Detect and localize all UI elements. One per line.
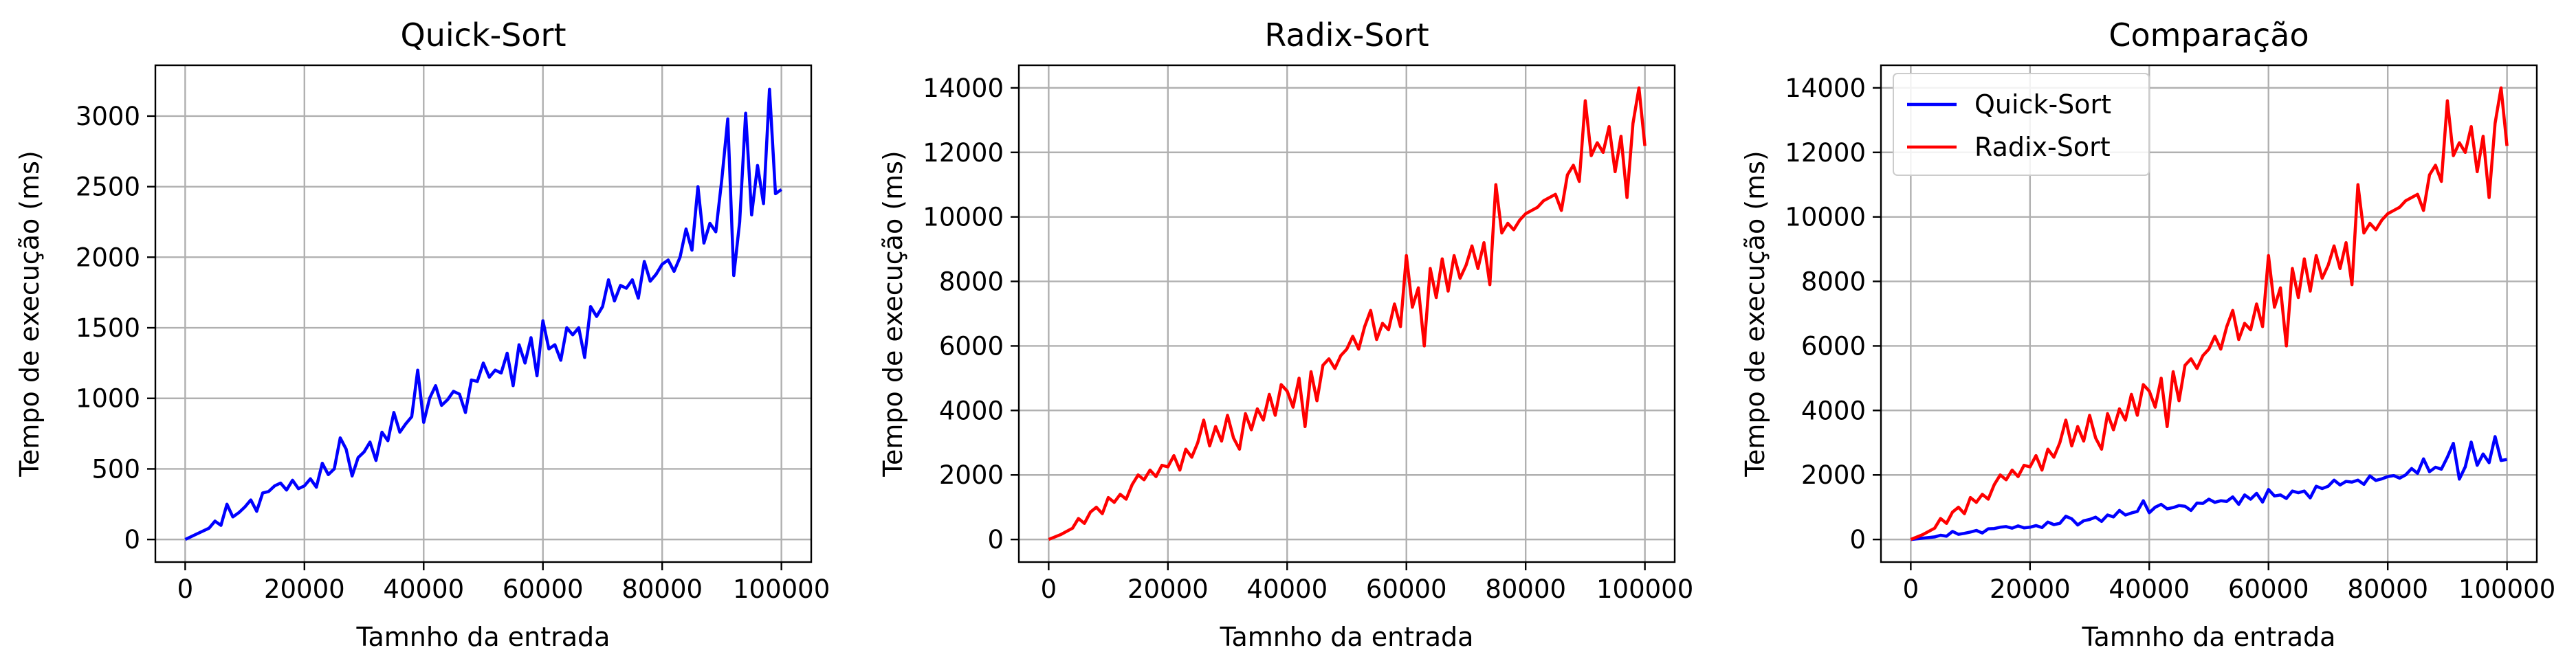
y-tick-label: 0: [1849, 525, 1866, 555]
series-line-data-1: [1048, 86, 1647, 541]
series-line-data-1: [184, 87, 782, 541]
x-tick-label: 0: [1903, 574, 1919, 604]
x-tick-label: 80000: [2347, 574, 2428, 604]
legend-label: Radix-Sort: [1974, 132, 2111, 162]
chart-title: Radix-Sort: [1264, 16, 1429, 54]
x-axis-label: Tamnho da entrada: [2082, 622, 2336, 652]
x-tick-label: 100000: [2458, 574, 2555, 604]
x-axis-label: Tamnho da entrada: [1220, 622, 1474, 652]
x-tick-label: 20000: [1990, 574, 2071, 604]
y-tick-label: 3000: [76, 102, 140, 131]
plot-frame: [1017, 64, 1676, 563]
x-tick-label: 40000: [2109, 574, 2190, 604]
x-tick-label: 60000: [1366, 574, 1447, 604]
y-tick-label: 2500: [76, 172, 140, 202]
y-tick-label: 4000: [1801, 396, 1866, 425]
plot-frame: [154, 64, 813, 563]
y-tick-label: 8000: [1801, 267, 1866, 297]
y-tick-label: 14000: [923, 74, 1004, 103]
x-tick-label: 60000: [2228, 574, 2309, 604]
y-tick-label: 0: [987, 525, 1004, 555]
chart-panel-2: 0 20000 40000 60000 80000 100000 0 2000 4000 6000…: [878, 16, 1693, 652]
y-tick-label: 500: [91, 454, 140, 484]
chart-title: Quick-Sort: [401, 16, 566, 54]
x-tick-label: 0: [1041, 574, 1057, 604]
x-tick-label: 20000: [264, 574, 345, 604]
y-tick-label: 1000: [76, 384, 140, 414]
plot-frame: [1880, 64, 2538, 563]
y-axis-label: Tempo de execução (ms): [878, 150, 908, 478]
x-tick-label: 60000: [503, 574, 584, 604]
x-axis-label: Tamnho da entrada: [356, 622, 610, 652]
chart-panel-1: 0 20000 40000 60000 80000 100000 0 500 1000 1500 2…: [14, 16, 830, 652]
y-tick-label: 8000: [939, 267, 1004, 297]
y-tick-label: 2000: [76, 243, 140, 272]
chart-panel-3: 0 20000 40000 60000 80000 100000 0 2000 4000 6000…: [1740, 16, 2555, 652]
y-axis-label: Tempo de execução (ms): [1740, 150, 1770, 478]
y-tick-label: 2000: [939, 460, 1004, 490]
legend: Quick-Sort Radix-Sort: [1893, 73, 2150, 176]
series-line-radix-sort: [1910, 86, 2509, 541]
y-tick-label: 10000: [1785, 203, 1866, 232]
y-tick-label: 12000: [923, 138, 1004, 168]
chart-title: Comparação: [2109, 16, 2309, 54]
x-tick-label: 100000: [1596, 574, 1693, 604]
y-tick-label: 6000: [1801, 331, 1866, 361]
x-tick-label: 40000: [1246, 574, 1328, 604]
x-tick-label: 80000: [621, 574, 703, 604]
y-tick-label: 12000: [1785, 138, 1866, 168]
y-tick-label: 2000: [1801, 460, 1866, 490]
y-tick-label: 0: [124, 525, 140, 555]
x-tick-label: 0: [177, 574, 194, 604]
y-tick-label: 4000: [939, 396, 1004, 425]
x-tick-label: 100000: [733, 574, 830, 604]
y-tick-label: 6000: [939, 331, 1004, 361]
legend-label: Quick-Sort: [1974, 89, 2111, 120]
x-tick-label: 80000: [1485, 574, 1566, 604]
y-axis-label: Tempo de execução (ms): [14, 150, 45, 478]
y-tick-label: 1500: [76, 313, 140, 343]
series-line-quick-sort: [1911, 435, 2507, 541]
y-tick-label: 14000: [1785, 74, 1866, 103]
x-tick-label: 40000: [383, 574, 464, 604]
x-tick-label: 20000: [1127, 574, 1209, 604]
legend-box: [1893, 73, 2150, 176]
y-tick-label: 10000: [923, 203, 1004, 232]
